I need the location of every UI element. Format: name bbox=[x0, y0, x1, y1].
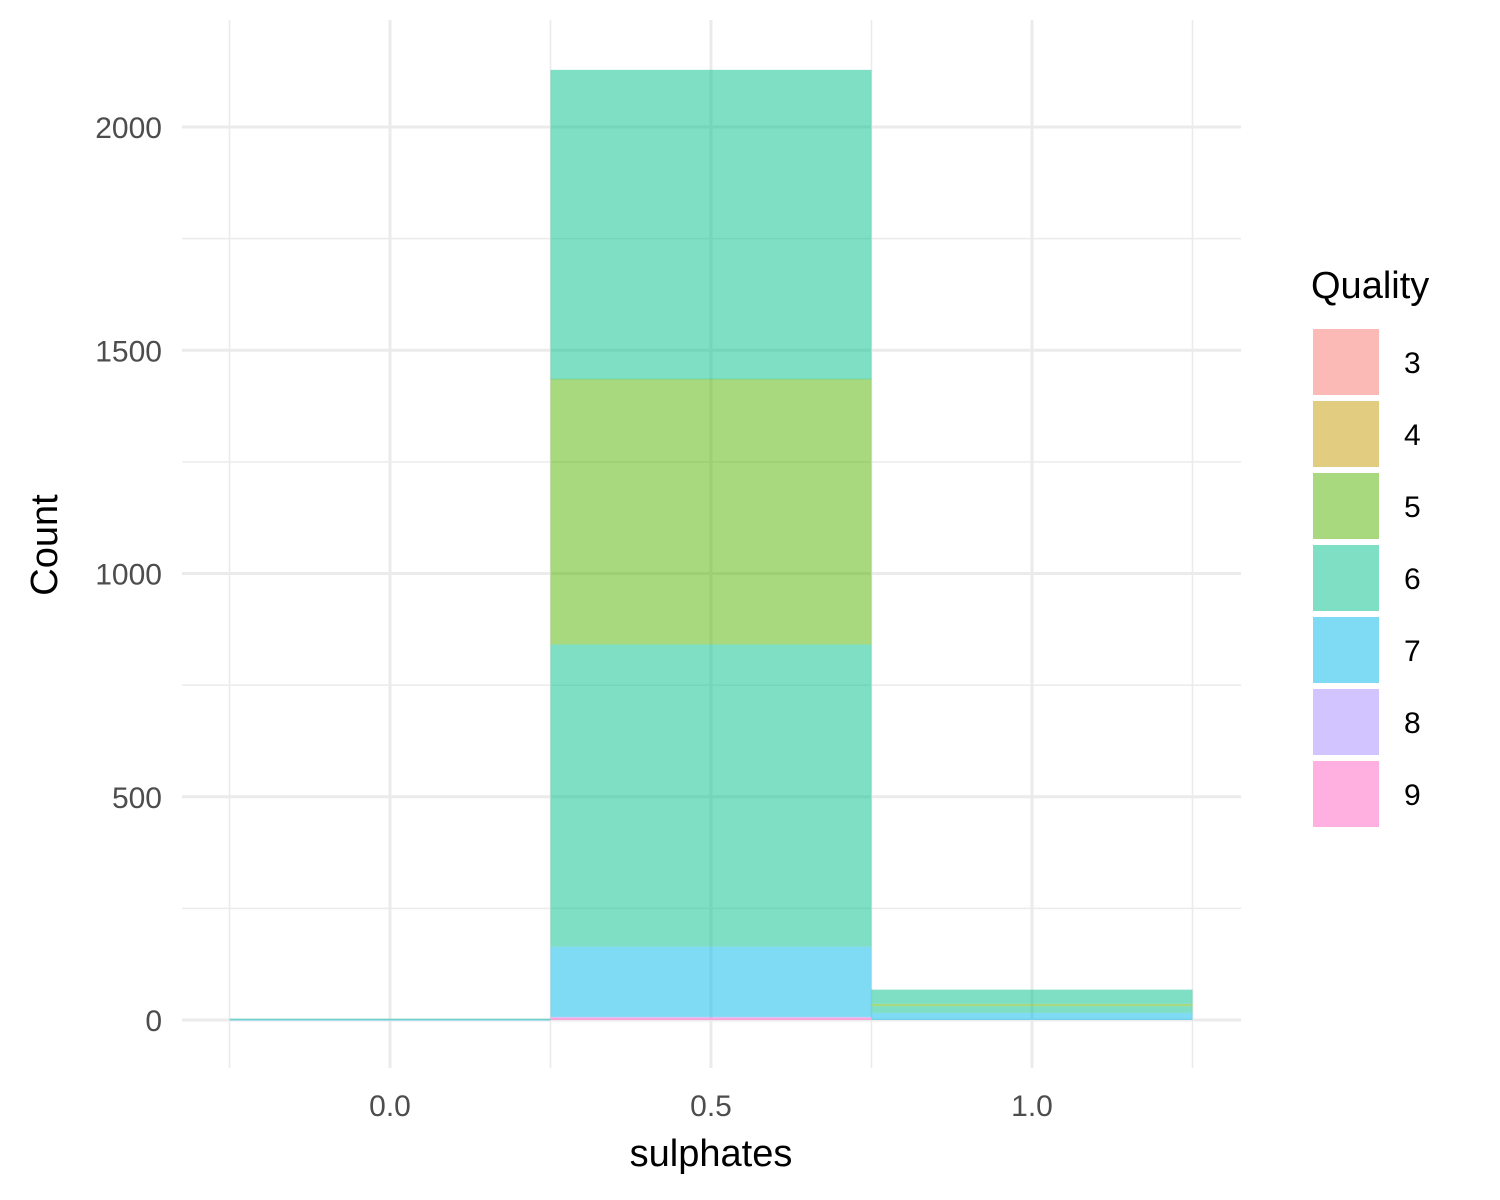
bar-quality-6-bin-0 bbox=[229, 1018, 551, 1020]
legend-swatch-6 bbox=[1313, 545, 1379, 611]
legend-swatch-9 bbox=[1313, 761, 1379, 827]
legend-label-9: 9 bbox=[1404, 779, 1421, 812]
bar-quality-5-bin-2 bbox=[871, 1003, 1193, 1007]
x-axis-title: sulphates bbox=[630, 1133, 793, 1175]
legend-label-7: 7 bbox=[1404, 635, 1421, 668]
x-tick-label: 0.5 bbox=[690, 1090, 732, 1123]
bar-quality-6-bin-2 bbox=[871, 1006, 1193, 1013]
bar-quality-7-bin-0 bbox=[229, 1019, 551, 1021]
y-tick-label: 0 bbox=[145, 1005, 162, 1038]
legend-swatch-3 bbox=[1313, 329, 1379, 395]
bar-quality-9-bin-1 bbox=[550, 1017, 872, 1020]
bar-quality-7-bin-2 bbox=[871, 1012, 1193, 1020]
bar-quality-5-bin-1 bbox=[550, 378, 872, 645]
x-tick-label: 1.0 bbox=[1011, 1090, 1053, 1123]
legend-swatch-4 bbox=[1313, 401, 1379, 467]
bar-quality-8-bin-1 bbox=[550, 1016, 872, 1018]
y-axis-title: Count bbox=[24, 494, 66, 596]
legend: Quality 3 4 5 6 7 8 9 bbox=[1311, 265, 1429, 827]
y-tick-label: 1500 bbox=[95, 335, 162, 368]
legend-label-6: 6 bbox=[1404, 563, 1421, 596]
legend-swatch-7 bbox=[1313, 617, 1379, 683]
x-tick-label: 0.0 bbox=[369, 1090, 411, 1123]
bar-quality-6-bin-1 bbox=[550, 644, 872, 947]
legend-label-5: 5 bbox=[1404, 491, 1421, 524]
x-axis-tick-labels: 0.0 0.5 1.0 bbox=[369, 1090, 1053, 1123]
legend-label-3: 3 bbox=[1404, 347, 1421, 380]
legend-label-8: 8 bbox=[1404, 707, 1421, 740]
y-tick-label: 500 bbox=[112, 782, 162, 815]
bar-overlay-quality-6-1 bbox=[871, 989, 1193, 1004]
bars-layer bbox=[229, 69, 1193, 1021]
legend-title: Quality bbox=[1311, 265, 1429, 307]
y-axis-tick-labels: 0 500 1000 1500 2000 bbox=[95, 112, 162, 1038]
bar-quality-7-bin-1 bbox=[550, 946, 872, 1017]
y-tick-label: 1000 bbox=[95, 559, 162, 592]
legend-swatch-8 bbox=[1313, 689, 1379, 755]
legend-label-4: 4 bbox=[1404, 419, 1421, 452]
bar-overlay-quality-6-0 bbox=[550, 69, 872, 380]
y-tick-label: 2000 bbox=[95, 112, 162, 145]
legend-swatch-5 bbox=[1313, 473, 1379, 539]
